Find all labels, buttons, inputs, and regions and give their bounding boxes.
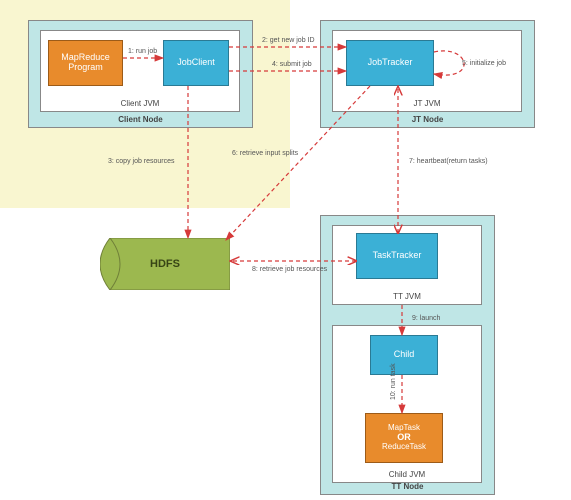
client-jvm-label: Client JVM — [41, 99, 239, 108]
edge-4-label: 4: submit job — [272, 61, 312, 68]
jobclient-box: JobClient — [163, 40, 229, 86]
tt-node-label: TT Node — [321, 482, 494, 491]
edge-5-label: 5: initialize job — [462, 60, 506, 67]
edge-9-label: 9: launch — [412, 315, 440, 322]
client-node-label: Client Node — [29, 115, 252, 124]
jobtracker-box: JobTracker — [346, 40, 434, 86]
tasktracker-box: TaskTracker — [356, 233, 438, 279]
hdfs-label: HDFS — [150, 258, 180, 270]
maptask-reducetask-box: MapTask OR ReduceTask — [365, 413, 443, 463]
edge-7-label: 7: heartbeat(return tasks) — [409, 158, 488, 165]
child-jvm-label: Child JVM — [333, 470, 481, 479]
jt-node-label: JT Node — [321, 115, 534, 124]
tt-jvm-label: TT JVM — [333, 292, 481, 301]
edge-2-label: 2: get new job ID — [262, 37, 315, 44]
hdfs-cylinder: HDFS — [100, 238, 230, 290]
edge-1-label: 1: run job — [128, 48, 157, 55]
edge-10-label: 10: run task — [390, 363, 397, 400]
edge-8-label: 8: retrieve job resources — [252, 266, 327, 273]
mapreduce-program-box: MapReduceProgram — [48, 40, 123, 86]
edge-6-label: 6: retrieve input splits — [232, 150, 298, 157]
edge-3-label: 3: copy job resources — [108, 158, 175, 165]
child-box: Child — [370, 335, 438, 375]
jt-jvm-label: JT JVM — [333, 99, 521, 108]
diagram-canvas: Client Node Client JVM JT Node JT JVM TT… — [0, 0, 571, 500]
